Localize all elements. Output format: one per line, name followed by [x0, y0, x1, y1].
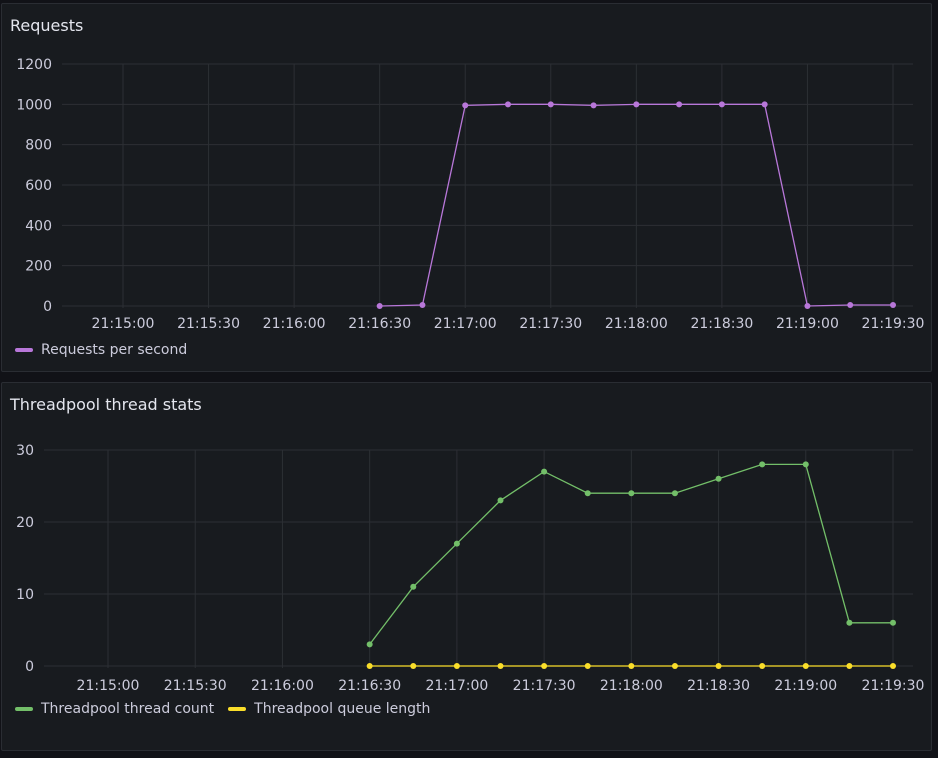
legend-label: Threadpool thread count — [41, 701, 215, 717]
data-point[interactable] — [453, 663, 460, 669]
x-tick-label: 21:15:00 — [92, 316, 155, 332]
series-swatch — [15, 707, 33, 711]
x-tick-label: 21:18:30 — [690, 316, 753, 332]
y-tick-label: 400 — [25, 218, 52, 234]
requests-chart[interactable]: 0 200 400 600 800 1000 1200 21:15:00 21:15:30 21:… — [2, 4, 933, 373]
y-tick-label: 1200 — [16, 57, 52, 73]
x-tick-label: 21:17:00 — [434, 316, 497, 332]
data-point[interactable] — [497, 497, 504, 504]
data-point[interactable] — [676, 101, 683, 108]
data-point[interactable] — [628, 663, 635, 669]
x-tick-label: 21:15:30 — [177, 316, 240, 332]
panel-title[interactable]: Requests — [10, 16, 84, 35]
x-tick-label: 21:19:30 — [862, 316, 925, 332]
x-tick-label: 21:16:00 — [263, 316, 326, 332]
data-point[interactable] — [804, 303, 811, 309]
y-tick-label: 0 — [43, 299, 52, 315]
x-tick-label: 21:19:00 — [774, 678, 837, 694]
data-point[interactable] — [410, 663, 417, 669]
y-tick-label: 20 — [16, 515, 34, 531]
y-tick-label: 10 — [16, 587, 34, 603]
y-tick-label: 200 — [25, 259, 52, 275]
data-point[interactable] — [584, 490, 591, 497]
data-point[interactable] — [628, 490, 635, 497]
data-point[interactable] — [497, 663, 504, 669]
data-point[interactable] — [584, 663, 591, 669]
data-point[interactable] — [541, 468, 548, 475]
x-tick-label: 21:16:30 — [338, 678, 401, 694]
data-point[interactable] — [718, 101, 725, 108]
legend-item-queue-length[interactable]: Threadpool queue length — [228, 701, 430, 717]
data-point[interactable] — [761, 101, 768, 108]
data-point[interactable] — [671, 663, 678, 669]
data-point[interactable] — [633, 101, 640, 108]
x-tick-label: 21:16:00 — [251, 678, 314, 694]
data-point[interactable] — [715, 663, 722, 669]
x-tick-label: 21:15:00 — [77, 678, 140, 694]
data-point[interactable] — [462, 102, 469, 109]
data-point[interactable] — [802, 663, 809, 669]
x-tick-label: 21:18:00 — [605, 316, 668, 332]
data-point[interactable] — [453, 540, 460, 547]
legend: Requests per second — [15, 342, 187, 358]
legend-item-requests-per-second[interactable]: Requests per second — [15, 342, 187, 358]
x-tick-label: 21:16:30 — [348, 316, 411, 332]
data-point[interactable] — [590, 102, 597, 109]
panel-title[interactable]: Threadpool thread stats — [10, 395, 202, 414]
requests-panel: Requests 0 200 400 600 800 1000 1200 21:15:00 21… — [1, 3, 932, 372]
data-point[interactable] — [410, 583, 417, 590]
series-swatch — [15, 348, 33, 352]
data-point[interactable] — [846, 619, 853, 626]
legend-label: Requests per second — [41, 342, 188, 358]
data-point[interactable] — [671, 490, 678, 497]
data-point[interactable] — [802, 461, 809, 468]
x-tick-label: 21:15:30 — [164, 678, 227, 694]
x-tick-label: 21:17:30 — [519, 316, 582, 332]
data-point[interactable] — [376, 303, 383, 309]
y-tick-label: 800 — [25, 138, 52, 154]
data-point[interactable] — [847, 301, 854, 308]
data-point[interactable] — [846, 663, 853, 669]
data-point[interactable] — [366, 641, 373, 648]
y-tick-label: 0 — [25, 659, 34, 675]
data-point[interactable] — [890, 301, 896, 308]
data-point[interactable] — [759, 461, 766, 468]
data-point[interactable] — [505, 101, 511, 108]
x-tick-label: 21:17:30 — [513, 678, 576, 694]
y-tick-label: 1000 — [16, 97, 52, 113]
x-tick-label: 21:19:30 — [862, 678, 925, 694]
data-point[interactable] — [547, 101, 554, 108]
data-point[interactable] — [366, 663, 373, 669]
x-tick-label: 21:18:30 — [687, 678, 750, 694]
y-tick-label: 600 — [25, 178, 52, 194]
data-point[interactable] — [890, 663, 896, 669]
y-tick-label: 30 — [16, 443, 34, 459]
data-point[interactable] — [890, 619, 896, 626]
data-point[interactable] — [759, 663, 766, 669]
legend-label: Threadpool queue length — [254, 701, 431, 717]
data-point[interactable] — [419, 301, 426, 308]
data-point[interactable] — [715, 475, 722, 482]
x-tick-label: 21:19:00 — [776, 316, 839, 332]
threadpool-panel: Threadpool thread stats 0 10 20 30 21:15:00 2… — [1, 382, 932, 751]
data-point[interactable] — [541, 663, 548, 669]
x-tick-label: 21:18:00 — [600, 678, 663, 694]
legend-item-thread-count[interactable]: Threadpool thread count — [15, 701, 214, 717]
threadpool-chart[interactable]: 0 10 20 30 21:15:00 21:15:30 21:16:00 21:16:30 2… — [2, 383, 933, 752]
x-tick-label: 21:17:00 — [425, 678, 488, 694]
series-swatch — [228, 707, 247, 711]
legend: Threadpool thread count Threadpool queue… — [15, 701, 430, 717]
